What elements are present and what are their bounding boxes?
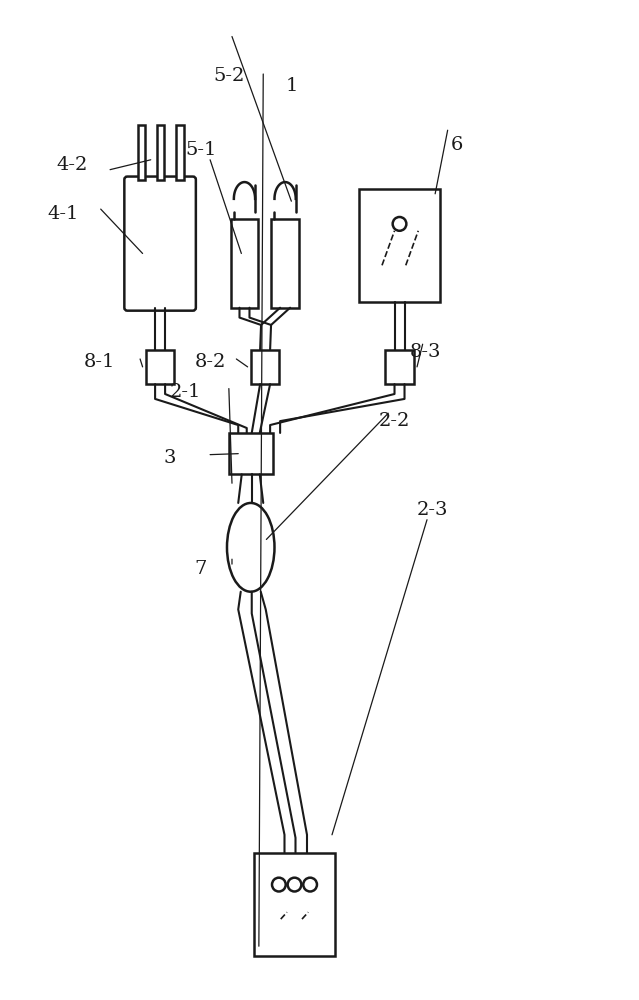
Circle shape (288, 878, 302, 891)
Text: 2-3: 2-3 (416, 501, 448, 519)
Text: 6: 6 (451, 136, 463, 154)
Bar (250, 350, 279, 384)
Bar (359, 189, 440, 302)
Bar (146, 350, 174, 384)
Circle shape (304, 878, 317, 891)
Bar (272, 219, 299, 308)
Bar (157, 125, 164, 180)
Circle shape (272, 878, 286, 891)
Bar (137, 125, 145, 180)
Text: 7: 7 (194, 560, 207, 578)
Text: 8-2: 8-2 (194, 353, 226, 371)
Bar (176, 125, 184, 180)
Ellipse shape (227, 503, 275, 592)
Text: 1: 1 (285, 77, 298, 95)
Bar (231, 219, 258, 308)
Text: 4-2: 4-2 (57, 156, 88, 174)
Text: 3: 3 (163, 449, 176, 467)
Bar (385, 350, 414, 384)
FancyBboxPatch shape (125, 177, 196, 311)
Text: 8-3: 8-3 (410, 343, 442, 361)
Text: 4-1: 4-1 (47, 205, 79, 223)
Bar (254, 853, 335, 956)
Text: 8-1: 8-1 (84, 353, 115, 371)
Text: 2-1: 2-1 (169, 383, 201, 401)
Text: 2-2: 2-2 (379, 412, 410, 430)
Text: 5-1: 5-1 (185, 141, 217, 159)
Text: 5-2: 5-2 (213, 67, 245, 85)
Bar (229, 433, 273, 474)
Circle shape (393, 217, 406, 231)
